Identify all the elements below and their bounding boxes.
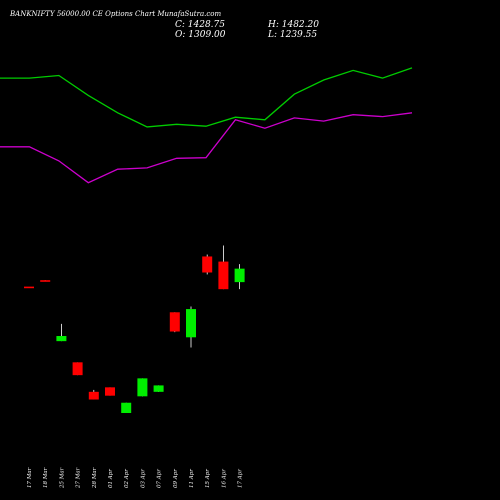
- x-tick-label: 15 Apr: [205, 469, 211, 488]
- x-tick-label: 03 Apr: [140, 469, 146, 488]
- low-value: L: 1239.55: [267, 30, 317, 40]
- x-tick-label: 07 Apr: [157, 469, 163, 488]
- candle: [88, 389, 99, 400]
- candle-body: [234, 268, 245, 283]
- candle: [234, 264, 245, 290]
- candle: [186, 306, 196, 348]
- x-tick-label: 02 Apr: [124, 469, 130, 488]
- x-tick-label: 18 Mar: [43, 467, 49, 488]
- lower-band-line: [0, 112, 413, 184]
- candle-body: [137, 378, 148, 397]
- candle-body: [88, 391, 99, 400]
- candle-body: [186, 309, 196, 338]
- candle-body: [121, 402, 132, 413]
- candle-body: [72, 362, 83, 376]
- x-axis: 17 Mar 18 Mar 25 Mar 27 Mar 28 Mar 01 Apr 02 A…: [27, 467, 244, 489]
- candle-body: [105, 387, 115, 396]
- candle: [121, 402, 132, 413]
- open-value: O: 1309.00: [175, 30, 226, 40]
- candle-body: [218, 261, 229, 290]
- candles-layer: [24, 245, 245, 413]
- candle: [72, 362, 83, 376]
- candle-body: [24, 286, 34, 289]
- candle: [169, 312, 180, 333]
- candle-body: [40, 280, 51, 282]
- candle-body: [56, 336, 67, 342]
- x-tick-label: 25 Mar: [59, 467, 65, 489]
- x-tick-label: 28 Mar: [92, 467, 98, 489]
- x-tick-label: 11 Apr: [189, 469, 195, 488]
- candle-body: [202, 256, 213, 273]
- candle: [202, 254, 213, 275]
- candle: [56, 323, 67, 342]
- high-value: H: 1482.20: [267, 20, 319, 30]
- candle-body: [169, 312, 180, 332]
- chart-title: BANKNIFTY 56000.00 CE Options Chart Muna…: [9, 10, 221, 18]
- x-tick-label: 17 Mar: [27, 467, 33, 488]
- candle: [24, 286, 34, 289]
- candle: [137, 378, 148, 397]
- x-tick-label: 09 Apr: [173, 469, 179, 488]
- candle: [40, 280, 51, 282]
- candle: [105, 387, 115, 396]
- candle: [153, 385, 164, 392]
- close-value: C: 1428.75: [175, 20, 225, 30]
- upper-band-line: [0, 67, 413, 128]
- bands-layer: [0, 67, 413, 184]
- candle-body: [153, 385, 164, 392]
- x-tick-label: 17 Apr: [238, 469, 244, 488]
- x-tick-label: 01 Apr: [108, 469, 114, 488]
- candle: [218, 245, 229, 290]
- x-tick-label: 16 Apr: [221, 469, 227, 488]
- x-tick-label: 27 Mar: [76, 467, 82, 489]
